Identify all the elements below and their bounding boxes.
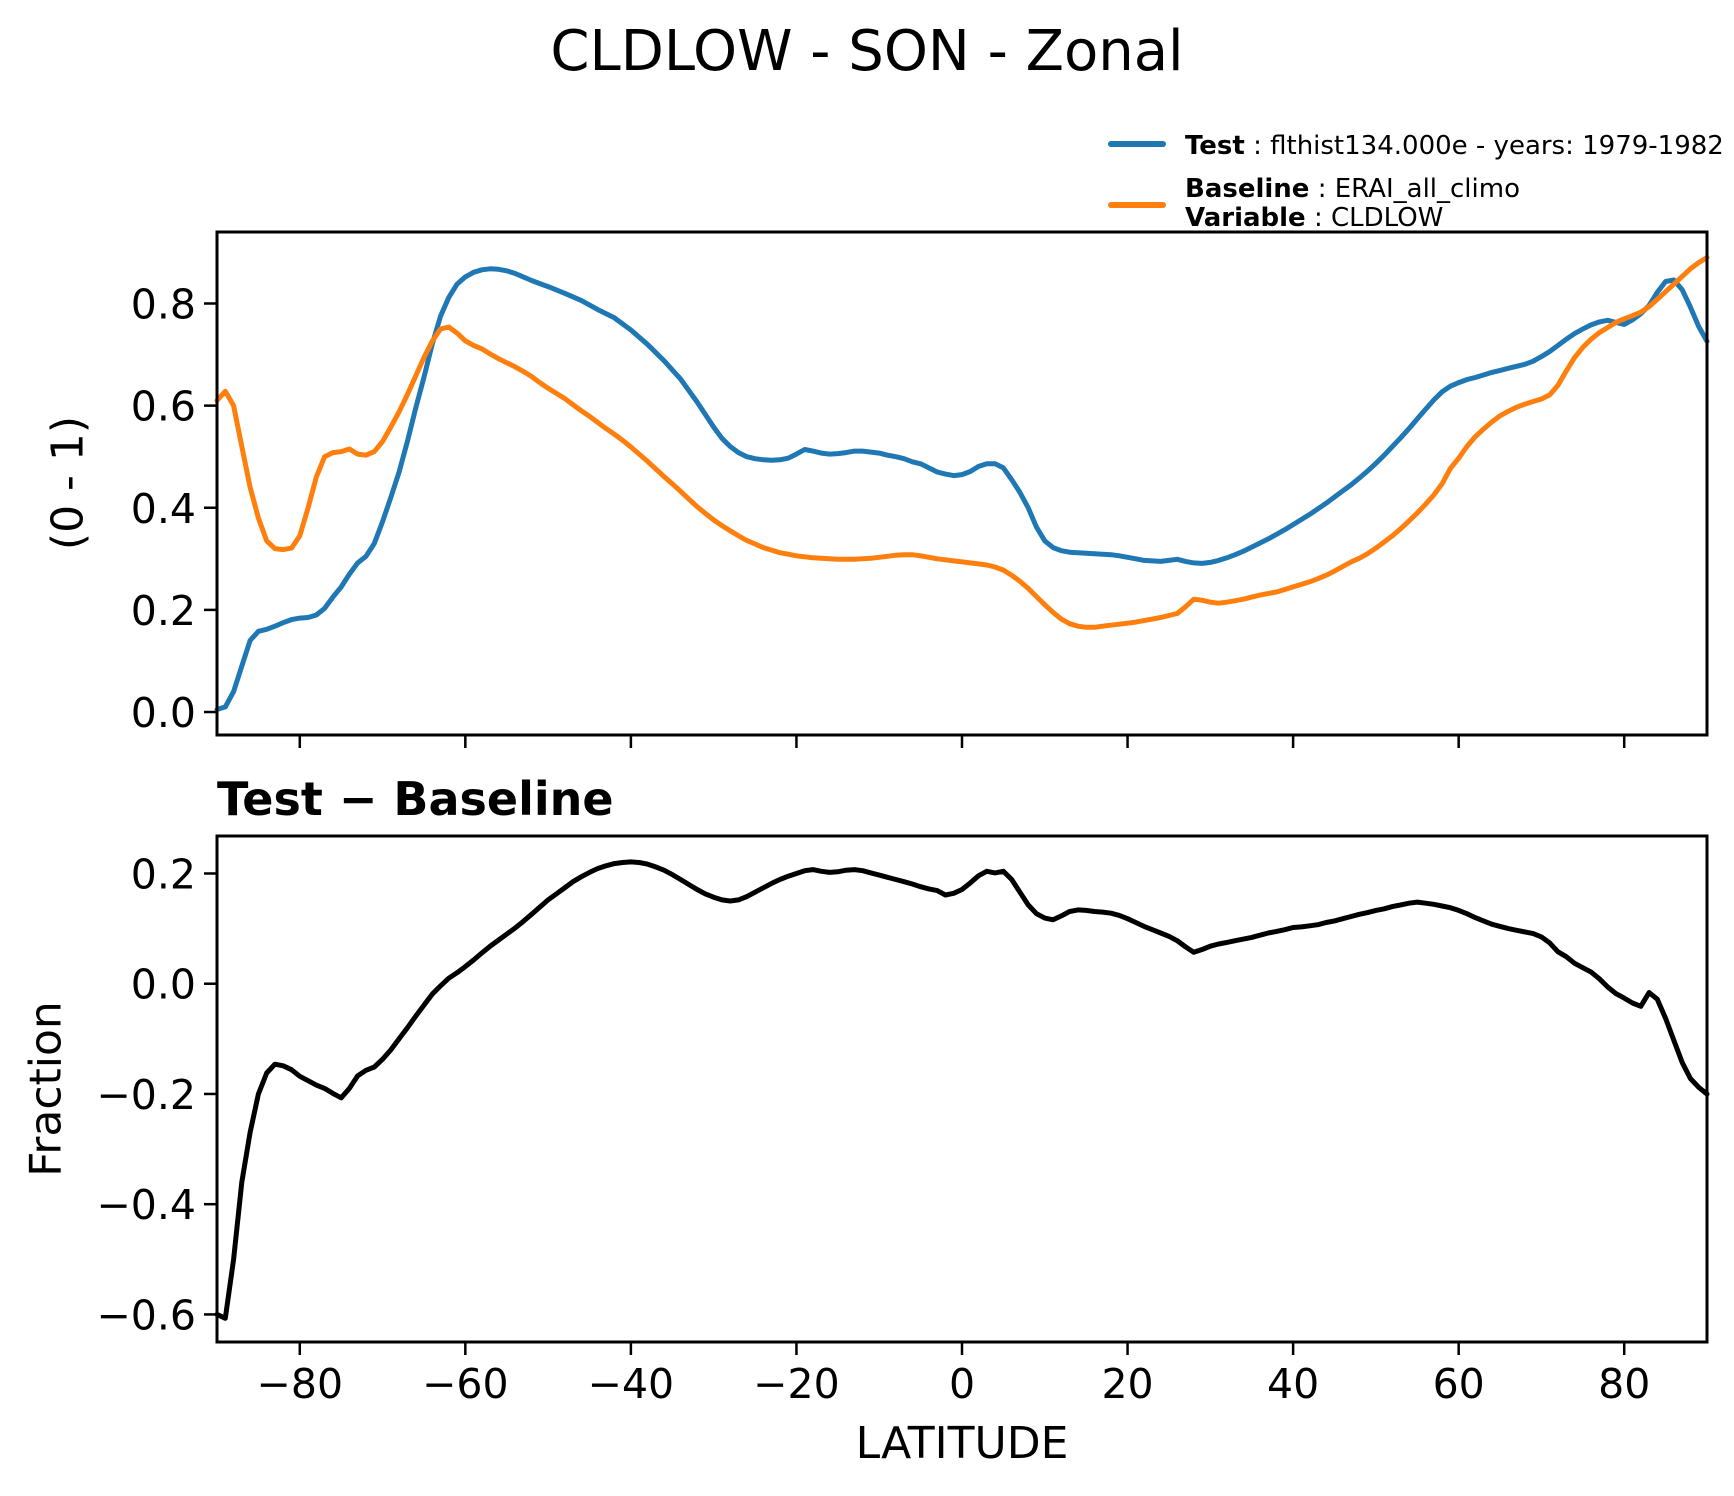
x-tick-label: 40 [1267, 1360, 1319, 1408]
y-tick-label: 0.2 [131, 587, 196, 635]
top-panel: 0.0 0.2 0.4 0.6 0.8 [131, 230, 1710, 748]
y-tick-label: 0.4 [131, 485, 196, 533]
bottom-panel-series [214, 859, 1710, 1321]
test-line-swatch [1108, 141, 1166, 147]
baseline-line [214, 255, 1710, 630]
legend-variable-value: : CLDLOW [1305, 203, 1444, 233]
bottom-y-axis-label: Fraction [20, 1001, 72, 1177]
y-tick-label: −0.6 [96, 1291, 196, 1339]
baseline-line-swatch [1108, 202, 1166, 208]
x-tick-label: 80 [1598, 1360, 1650, 1408]
x-tick-label: 20 [1101, 1360, 1153, 1408]
y-tick-label: −0.2 [96, 1071, 196, 1119]
y-tick-label: 0.2 [131, 850, 196, 898]
legend-entry-test: Test : flthist134.000e - years: 1979-198… [1185, 131, 1724, 161]
y-tick-label: 0.0 [131, 689, 196, 737]
x-tick-label: −20 [753, 1360, 840, 1408]
y-tick-label: 0.0 [131, 961, 196, 1009]
difference-panel-title: Test − Baseline [217, 772, 614, 826]
y-tick-label: −0.4 [96, 1181, 196, 1229]
legend-baseline-value: : ERAI_all_climo [1309, 174, 1520, 204]
y-tick-label: 0.6 [131, 383, 196, 431]
x-tick-label: −80 [257, 1360, 344, 1408]
difference-line [214, 859, 1710, 1321]
x-tick-label: −60 [422, 1360, 509, 1408]
test-line [214, 266, 1710, 712]
y-tick-label: 0.8 [131, 280, 196, 328]
legend-variable-label: Variable [1185, 203, 1306, 233]
legend-entry-baseline: Baseline : ERAI_all_climo [1185, 174, 1520, 204]
x-tick-label: −40 [588, 1360, 675, 1408]
top-panel-series [214, 255, 1710, 712]
top-panel-spines [215, 230, 1709, 737]
x-tick-label: 60 [1433, 1360, 1485, 1408]
top-panel-ticks: 0.0 0.2 0.4 0.6 0.8 [131, 280, 1626, 748]
legend-baseline-label: Baseline [1185, 174, 1310, 204]
bottom-panel-ticks: 0.2 0.0 −0.2 −0.4 −0.6 −80 −60 −40 −20 0 20 40 60 80 [96, 850, 1650, 1408]
legend-entry-variable: Variable : CLDLOW [1185, 203, 1443, 233]
bottom-panel-spines [215, 834, 1709, 1344]
figure-title: CLDLOW - SON - Zonal [550, 19, 1184, 84]
legend-test-label: Test [1185, 131, 1245, 161]
x-tick-label: 0 [949, 1360, 975, 1408]
x-axis-label: LATITUDE [855, 1418, 1069, 1469]
legend-test-value: : flthist134.000e - years: 1979-1982 [1244, 131, 1724, 161]
bottom-panel: 0.2 0.0 −0.2 −0.4 −0.6 −80 −60 −40 −20 0 20 40 60 80 [96, 834, 1710, 1408]
top-y-axis-label: (0 - 1) [42, 415, 94, 551]
